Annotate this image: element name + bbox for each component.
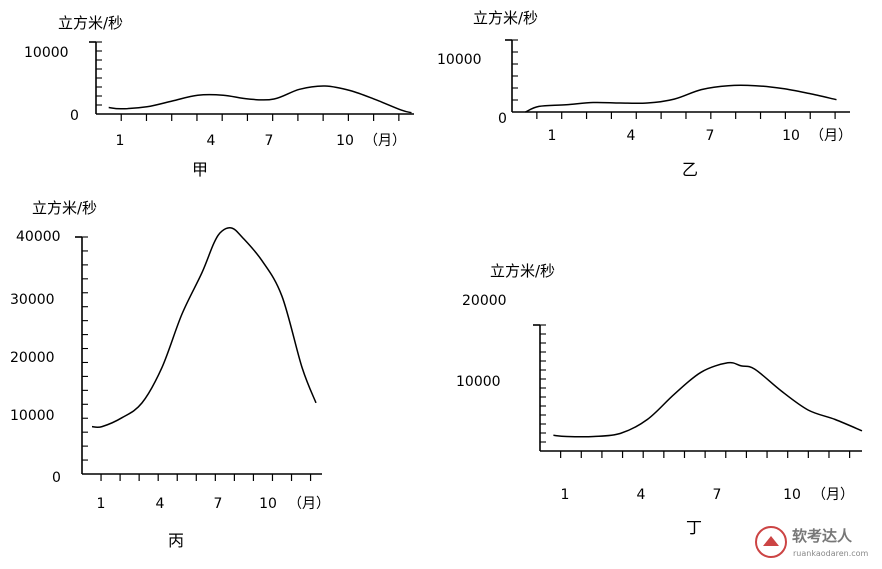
y-axis-unit-label: 立方米/秒: [490, 262, 555, 280]
panel-caption: 丁: [686, 518, 702, 537]
y-tick-label: 0: [70, 108, 79, 124]
x-tick-label: 7: [265, 133, 274, 149]
panel-2: 立方米/秒 10000 0 1 4 7 10 （月） 乙: [437, 9, 852, 179]
x-axis-unit-label: （月）: [812, 487, 854, 503]
x-tick-label: 7: [713, 487, 722, 503]
x-tick-label: 4: [627, 128, 636, 144]
x-tick-label: 1: [561, 487, 570, 503]
y-tick-label: 10000: [437, 52, 482, 68]
x-tick-label: 4: [637, 487, 646, 503]
y-tick-label: 20000: [462, 293, 507, 309]
runoff-series-line: [108, 85, 412, 114]
runoff-series-line: [553, 361, 863, 438]
y-tick-label: 10000: [24, 45, 69, 61]
y-axis-unit-label: 立方米/秒: [32, 199, 97, 217]
y-tick-label: 30000: [10, 292, 55, 308]
x-tick-label: 7: [706, 128, 715, 144]
watermark: 软考达人 ruankaodaren.com: [755, 526, 869, 558]
runoff-series-line: [91, 227, 317, 429]
watermark-url: ruankaodaren.com: [793, 549, 869, 558]
y-tick-label: 10000: [456, 374, 501, 390]
x-axis-unit-label: （月）: [364, 133, 406, 149]
y-tick-label: 20000: [10, 350, 55, 366]
watermark-logo-icon: [755, 526, 787, 558]
panel-caption: 丙: [168, 531, 184, 550]
watermark-name: 软考达人: [792, 527, 853, 545]
panel-3: 立方米/秒 40000 30000 20000 10000 0 1 4 7 10 （月） 丙: [10, 199, 330, 550]
x-tick-label: 10: [783, 487, 801, 503]
y-tick-label: 0: [498, 111, 507, 127]
panel-caption: 甲: [192, 160, 208, 179]
panel-caption: 乙: [682, 160, 698, 179]
y-axis-unit-label: 立方米/秒: [58, 14, 123, 32]
y-tick-label: 40000: [16, 229, 61, 245]
x-tick-label: 4: [156, 496, 165, 512]
x-tick-label: 10: [336, 133, 354, 149]
panel-1: 立方米/秒 10000 0 1 4 7 10 （月） 甲: [24, 14, 414, 179]
x-tick-label: 4: [207, 133, 216, 149]
y-tick-label: 0: [52, 470, 61, 486]
x-tick-label: 1: [116, 133, 125, 149]
x-tick-label: 10: [259, 496, 277, 512]
x-tick-label: 7: [214, 496, 223, 512]
y-tick-label: 10000: [10, 408, 55, 424]
runoff-series-line: [525, 84, 837, 113]
x-axis-unit-label: （月）: [810, 128, 852, 144]
x-tick-label: 10: [782, 128, 800, 144]
x-tick-label: 1: [97, 496, 106, 512]
watermark-logo-mark: [763, 536, 779, 546]
y-axis-unit-label: 立方米/秒: [473, 9, 538, 27]
panel-4: 立方米/秒 20000 10000 1 4 7 10 （月） 丁: [456, 262, 863, 537]
x-axis-unit-label: （月）: [288, 496, 330, 512]
x-tick-label: 1: [548, 128, 557, 144]
